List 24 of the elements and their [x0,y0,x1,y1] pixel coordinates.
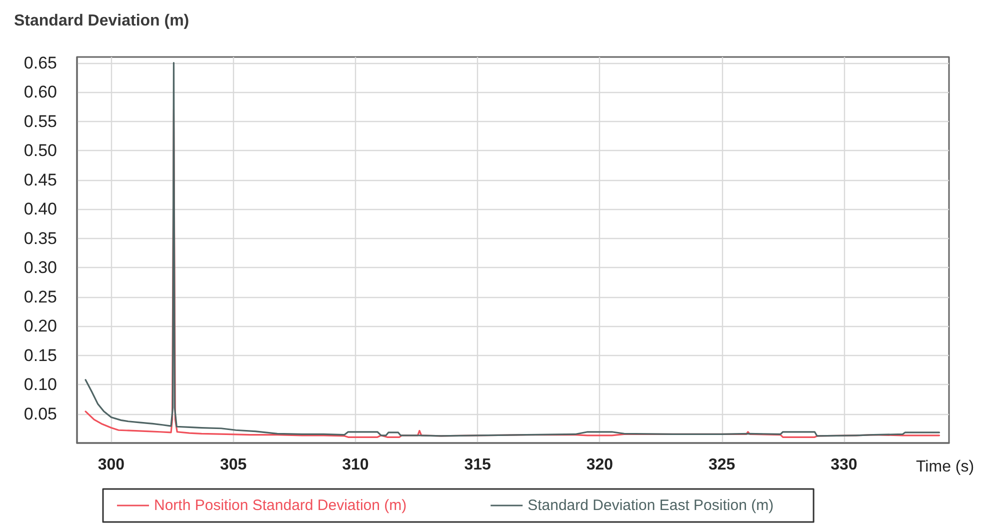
y-tick-label: 0.50 [24,141,57,160]
y-tick-label: 0.45 [24,170,57,190]
x-tick-label: 325 [708,456,736,474]
x-tick-label: 315 [464,456,492,474]
x-tick-label: 320 [586,456,614,474]
x-tick-label: 330 [830,456,858,474]
y-tick-label: 0.35 [24,228,57,248]
y-tick-label: 0.30 [24,258,57,278]
y-tick-label: 0.55 [24,112,57,131]
y-axis-title: Standard Deviation (m) [14,12,190,30]
x-tick-label: 300 [98,456,125,474]
y-tick-label: 0.20 [24,316,57,336]
x-tick-label: 310 [342,456,369,474]
legend-label: Standard Deviation East Position (m) [528,497,774,514]
y-tick-label: 0.60 [24,82,57,102]
y-tick-label: 0.05 [24,404,57,424]
y-tick-label: 0.15 [24,346,57,365]
legend-label: North Position Standard Deviation (m) [154,497,407,514]
x-tick-label: 305 [220,456,247,474]
y-tick-label: 0.10 [24,375,57,394]
y-tick-label: 0.25 [24,287,57,306]
y-tick-label: 0.40 [24,200,57,219]
x-axis-title: Time (s) [916,458,974,476]
y-tick-label: 0.65 [24,53,57,72]
